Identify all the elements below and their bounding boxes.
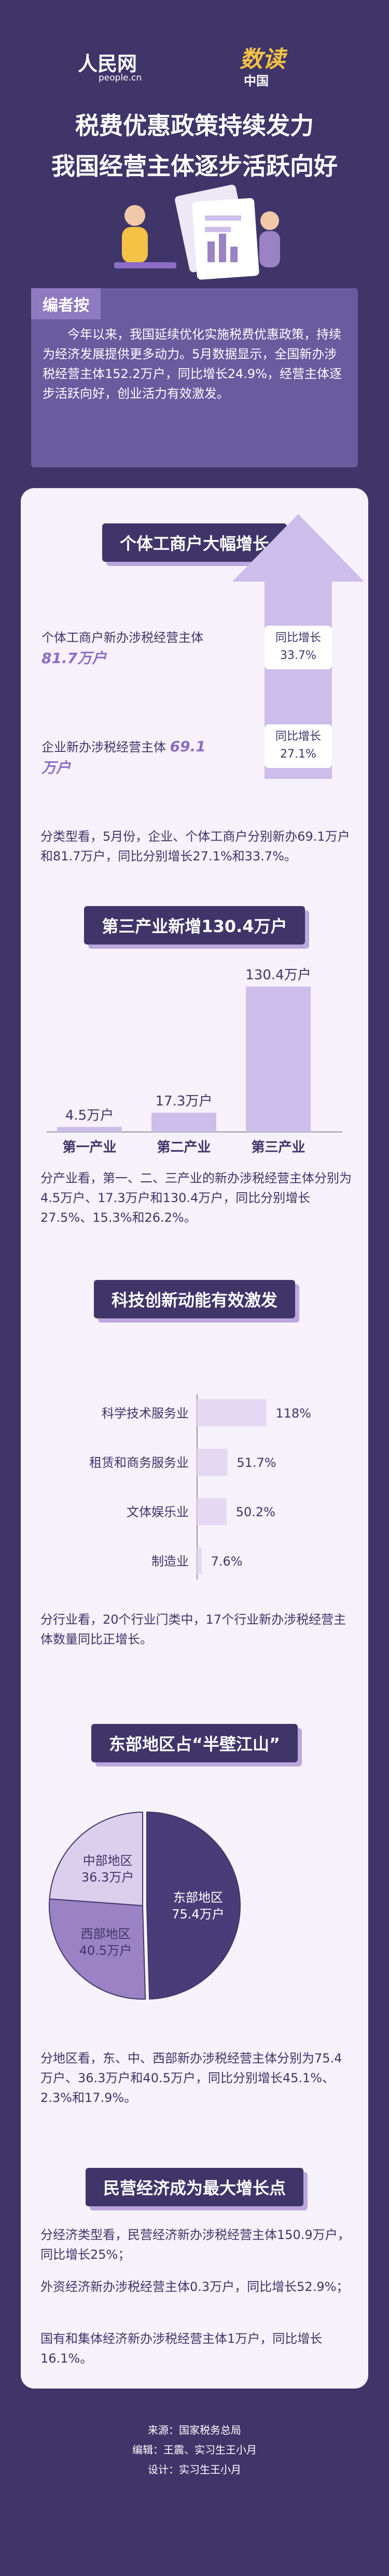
growth-box: 同比增长 33.7% [265, 629, 332, 665]
paragraph: 分产业看，第一、二、三产业的新办涉税经营主体分别为4.5万户、17.3万户和13… [40, 1171, 352, 1225]
slice-value: 40.5万户 [79, 1943, 132, 1958]
slice-value: 36.3万户 [81, 1870, 134, 1885]
logo-left-sub: people.cn [99, 73, 142, 83]
footer-editor: 编辑：王震、实习生王小月 [132, 2444, 257, 2456]
section-title: 科技创新动能有效激发 [0, 1280, 389, 1318]
slice-category: 中部地区 [83, 1854, 133, 1868]
logo-right: 数读 [240, 46, 285, 73]
growth-label: 同比增长 [275, 730, 321, 743]
category-label: 科学技术服务业 [102, 1406, 189, 1421]
bar [197, 1547, 202, 1574]
pie-slice [146, 1811, 241, 2000]
logo-left: 人民网 [78, 52, 137, 75]
category-label: 第三产业 [251, 1139, 305, 1155]
bar [197, 1498, 227, 1525]
category-label: 制造业 [151, 1554, 189, 1569]
bar [246, 987, 311, 1132]
illustration [114, 184, 280, 280]
paragraph: 外资经济新办涉税经营主体0.3万户，同比增长52.9%； [40, 2280, 349, 2294]
category-label: 租赁和商务服务业 [89, 1455, 189, 1470]
value-label: 118% [275, 1406, 311, 1421]
section-title-text: 第三产业新增130.4万户 [84, 906, 305, 945]
section-title-text: 科技创新动能有效激发 [93, 1280, 295, 1318]
value-label: 130.4万户 [245, 967, 311, 983]
item-label: 企业新办涉税经营主体 [41, 740, 166, 754]
value-label: 4.5万户 [65, 1108, 114, 1123]
growth-arrow [232, 514, 364, 779]
value-label: 7.6% [211, 1554, 243, 1569]
value-label: 50.2% [236, 1505, 275, 1519]
section-title-text: 民营经济成为最大增长点 [85, 2168, 303, 2206]
item-value: 81.7万户 [41, 650, 107, 667]
category-label: 文体娱乐业 [127, 1505, 189, 1519]
category-label: 第二产业 [157, 1139, 211, 1155]
paragraph: 分经济类型看，民营经济新办涉税经营主体150.9万户，同比增长25%； [40, 2228, 350, 2262]
section-title: 民营经济成为最大增长点 [0, 2168, 389, 2206]
footer-source: 来源：国家税务总局 [148, 2424, 241, 2436]
pie-slice [49, 1811, 143, 1907]
title-line: 我国经营主体逐步活跃向好 [51, 152, 338, 180]
item: 企业新办涉税经营主体 69.1万户 [41, 736, 213, 779]
slice-value: 75.4万户 [172, 1907, 224, 1921]
slice-category: 东部地区 [173, 1890, 223, 1905]
value-label: 17.3万户 [156, 1094, 213, 1109]
bar [57, 1127, 122, 1132]
section-title-text: 个体工商户大幅增长 [102, 523, 287, 562]
slice-category: 西部地区 [80, 1926, 130, 1941]
item-label: 个体工商户新办涉税经营主体 [41, 630, 203, 645]
section-title: 个体工商户大幅增长 [0, 523, 389, 562]
editor-note-label: 编者按 [31, 288, 101, 319]
paragraph: 分地区看，东、中、西部新办涉税经营主体分别为75.4万户、36.3万户和40.5… [40, 2051, 342, 2105]
bar [197, 1449, 228, 1476]
growth-label: 同比增长 [275, 631, 321, 644]
logo-right-sub: 中国 [244, 74, 269, 88]
item: 个体工商户新办涉税经营主体 81.7万户 [41, 627, 213, 669]
title-line: 税费优惠政策持续发力 [75, 112, 314, 140]
growth-box: 同比增长 27.1% [265, 728, 332, 763]
section-title: 东部地区占“半壁江山” [0, 1724, 389, 1762]
editor-note-text: 今年以来，我国延续优化实施税费优惠政策，持续为经济发展提供更多动力。5月数据显示… [43, 327, 342, 401]
bar [197, 1399, 267, 1426]
pie-slice [49, 1898, 146, 2000]
content-card [21, 488, 368, 2389]
section-title-text: 东部地区占“半壁江山” [91, 1724, 298, 1762]
growth-value: 33.7% [280, 649, 316, 662]
paragraph: 分类型看，5月份，企业、个体工商户分别新办69.1万户和81.7万户，同比分别增… [40, 829, 350, 864]
bar [151, 1112, 216, 1132]
category-label: 第一产业 [62, 1139, 116, 1155]
paragraph: 国有和集体经济新办涉税经营主体1万户，同比增长16.1%。 [40, 2331, 323, 2366]
value-label: 51.7% [237, 1455, 276, 1470]
item-value: 69.1万户 [41, 738, 206, 776]
footer-design: 设计：实习生王小月 [148, 2463, 241, 2476]
growth-value: 27.1% [280, 748, 316, 761]
paragraph: 分行业看，20个行业门类中，17个行业新办涉税经营主体数量同比正增长。 [40, 1612, 346, 1647]
section-title: 第三产业新增130.4万户 [0, 906, 389, 945]
